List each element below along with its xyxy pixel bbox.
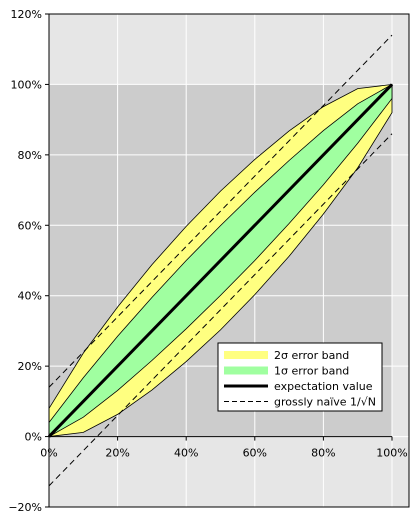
legend-label-3: grossly naïve 1/√N — [274, 396, 376, 409]
y-tick-label-3: 40% — [18, 290, 42, 303]
y-tick-label-6: 100% — [11, 78, 42, 91]
axes: −20% 0% 20% 40% 60% 80% 100% 120% 0% 20% 40% 60% 80%… — [8, 8, 410, 514]
x-tick-label-0: 0% — [40, 447, 57, 460]
x-tick-label-1: 20% — [105, 447, 129, 460]
x-tick-label-2: 40% — [174, 447, 198, 460]
series-layer — [47, 34, 394, 487]
naive-lower-line — [48, 133, 393, 487]
plot-frame — [48, 13, 410, 508]
y-tick-label-1: 0% — [25, 431, 42, 444]
x-tick-label-4: 80% — [311, 447, 335, 460]
legend: 2σ error band 1σ error band expectation va… — [217, 342, 383, 412]
y-tick-label-2: 20% — [18, 360, 42, 373]
y-tick-label-4: 60% — [18, 219, 42, 232]
x-tick-label-5: 100% — [376, 447, 407, 460]
legend-label-2: expectation value — [274, 380, 373, 393]
legend-swatch-0 — [224, 351, 268, 359]
y-tick-label-7: 120% — [11, 8, 42, 21]
legend-label-0: 2σ error band — [274, 349, 349, 362]
legend-label-1: 1σ error band — [274, 365, 349, 378]
expectation-line — [47, 83, 394, 438]
x-tick-label-3: 60% — [243, 447, 267, 460]
y-tick-label-5: 80% — [18, 149, 42, 162]
naive-upper-line — [48, 34, 393, 388]
legend-swatch-1 — [224, 366, 268, 375]
y-tick-label-0: −20% — [8, 501, 42, 514]
